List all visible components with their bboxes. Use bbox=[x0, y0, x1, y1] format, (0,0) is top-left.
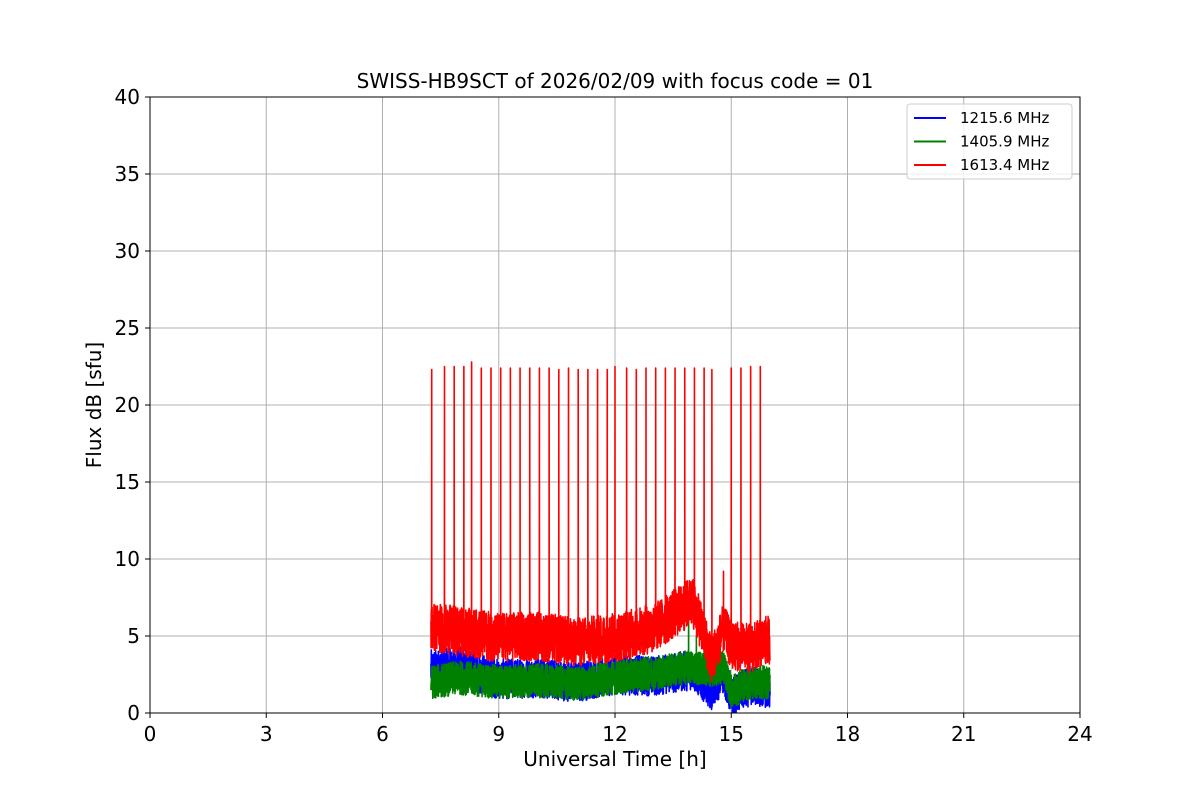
chart-title: SWISS-HB9SCT of 2026/02/09 with focus co… bbox=[357, 69, 874, 93]
y-axis-title: Flux dB [sfu] bbox=[82, 342, 106, 468]
legend-box bbox=[906, 103, 1073, 180]
y-tick-label: 0 bbox=[127, 701, 140, 725]
x-tick-label: 12 bbox=[602, 722, 627, 746]
x-tick-label: 0 bbox=[144, 722, 157, 746]
legend-label: 1405.9 MHz bbox=[960, 133, 1049, 151]
x-tick-label: 15 bbox=[719, 722, 744, 746]
legend-label: 1215.6 MHz bbox=[960, 109, 1049, 127]
y-tick-label: 5 bbox=[127, 624, 140, 648]
legend: 1215.6 MHz 1405.9 MHz 1613.4 MHz bbox=[906, 103, 1073, 180]
y-tick-label: 25 bbox=[115, 316, 140, 340]
ticks: 0 3 6 9 12 15 18 21 24 0 5 10 15 20 25 30 35 40 bbox=[115, 85, 1093, 746]
x-axis-title: Universal Time [h] bbox=[523, 747, 706, 771]
legend-label: 1613.4 MHz bbox=[960, 156, 1049, 174]
x-tick-label: 18 bbox=[835, 722, 860, 746]
y-tick-label: 35 bbox=[115, 162, 140, 186]
y-tick-label: 10 bbox=[115, 547, 140, 571]
x-tick-label: 9 bbox=[492, 722, 505, 746]
series-line-1613-4-MHz bbox=[430, 361, 771, 682]
y-tick-label: 30 bbox=[115, 239, 140, 263]
y-tick-label: 20 bbox=[115, 393, 140, 417]
y-tick-label: 40 bbox=[115, 85, 140, 109]
x-tick-label: 6 bbox=[376, 722, 389, 746]
x-tick-label: 21 bbox=[951, 722, 976, 746]
x-tick-label: 24 bbox=[1067, 722, 1092, 746]
series-layer bbox=[430, 361, 771, 713]
x-tick-label: 3 bbox=[260, 722, 273, 746]
y-tick-label: 15 bbox=[115, 470, 140, 494]
